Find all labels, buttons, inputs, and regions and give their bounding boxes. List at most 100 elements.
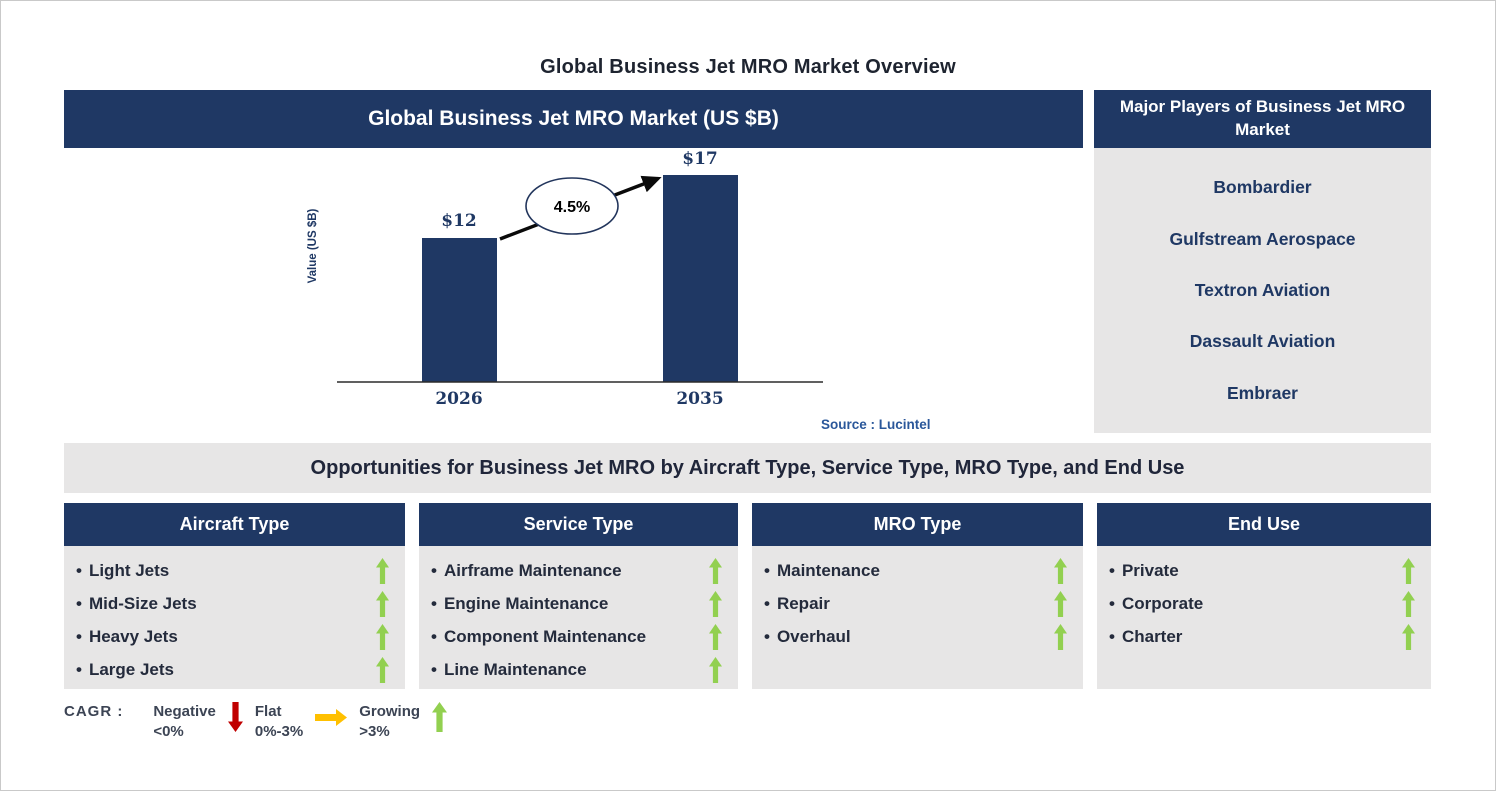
growth-up-arrow-icon (376, 590, 389, 617)
growth-up-arrow-icon (1054, 590, 1067, 617)
list-item: • Large Jets (76, 653, 389, 686)
bar-chart-svg: Value (US $B) $12 $17 2026 2035 (307, 149, 823, 409)
item-label: Maintenance (776, 560, 880, 580)
column-body: • Airframe Maintenance • Engine Maintena… (419, 546, 738, 689)
legend-entry-flat: Flat 0%-3% (255, 702, 303, 742)
bullet: • (76, 659, 82, 679)
player-item: Textron Aviation (1194, 279, 1331, 300)
legend-entry-range: 0%-3% (254, 723, 304, 740)
bullet: • (431, 593, 437, 613)
bullet: • (1109, 593, 1115, 613)
cagr-legend: CAGR : Negative <0% Flat 0%-3% Growing >… (64, 702, 459, 742)
legend-entry-negative: Negative <0% (153, 702, 216, 742)
flat-right-arrow-icon (315, 709, 348, 726)
item-label: Heavy Jets (88, 626, 178, 646)
growth-up-arrow-icon (1054, 557, 1067, 584)
growing-up-arrow-icon (432, 702, 448, 732)
y-axis-label: Value (US $B) (307, 208, 319, 283)
growth-up-arrow-icon (709, 623, 722, 650)
growth-up-arrow-icon (709, 557, 722, 584)
legend-entry-name: Flat (254, 703, 282, 720)
growth-up-arrow-icon (1402, 623, 1415, 650)
column-header: MRO Type (752, 503, 1083, 546)
list-item: • Heavy Jets (76, 620, 389, 653)
bar-chart: Value (US $B) $12 $17 2026 2035 (64, 148, 1083, 436)
opportunity-columns: Aircraft Type • Light Jets • Mid-Size Je… (64, 503, 1431, 689)
top-row: Global Business Jet MRO Market (US $B) V… (64, 90, 1431, 436)
growth-up-arrow-icon (376, 656, 389, 683)
list-item: • Mid-Size Jets (76, 587, 389, 620)
column-mro-type: MRO Type • Maintenance • Repair • Overha… (752, 503, 1083, 689)
list-item: • Repair (764, 587, 1067, 620)
item-label: Mid-Size Jets (88, 593, 197, 613)
bar-value-2035: $17 (682, 149, 718, 169)
item-label: Light Jets (88, 560, 170, 580)
bar-value-2026: $12 (441, 211, 477, 231)
item-label: Corporate (1121, 593, 1204, 613)
market-chart-panel: Global Business Jet MRO Market (US $B) V… (64, 90, 1083, 436)
list-item: • Overhaul (764, 620, 1067, 653)
bullet: • (764, 626, 770, 646)
major-players-panel: Major Players of Business Jet MRO Market… (1094, 90, 1431, 436)
growth-up-arrow-icon (1402, 557, 1415, 584)
player-item: Gulfstream Aerospace (1169, 228, 1356, 249)
column-header: Aircraft Type (64, 503, 405, 546)
opportunities-banner: Opportunities for Business Jet MRO by Ai… (64, 443, 1431, 493)
growth-up-arrow-icon (709, 590, 722, 617)
column-body: • Maintenance • Repair • Overhaul (752, 546, 1083, 689)
list-item: • Charter (1109, 620, 1415, 653)
bar-2035 (663, 175, 738, 382)
player-item: Dassault Aviation (1189, 331, 1336, 352)
player-item: Embraer (1226, 382, 1298, 403)
legend-entry-name: Negative (153, 703, 216, 720)
list-item: • Engine Maintenance (431, 587, 722, 620)
item-label: Large Jets (88, 659, 174, 679)
bullet: • (431, 560, 437, 580)
item-label: Line Maintenance (443, 659, 587, 679)
cagr-value: 4.5% (554, 199, 590, 216)
growth-up-arrow-icon (709, 656, 722, 683)
bullet: • (76, 626, 82, 646)
list-item: • Line Maintenance (431, 653, 722, 686)
players-panel-header: Major Players of Business Jet MRO Market (1094, 90, 1431, 148)
list-item: • Airframe Maintenance (431, 554, 722, 587)
item-label: Airframe Maintenance (443, 560, 622, 580)
legend-entry-range: >3% (359, 723, 390, 740)
page-title: Global Business Jet MRO Market Overview (540, 56, 956, 78)
item-label: Overhaul (776, 626, 851, 646)
legend-title: CAGR : (64, 703, 124, 720)
chart-panel-header: Global Business Jet MRO Market (US $B) (64, 90, 1083, 148)
bullet: • (76, 560, 82, 580)
list-item: • Private (1109, 554, 1415, 587)
x-tick-2026: 2026 (435, 389, 482, 409)
column-header: End Use (1097, 503, 1431, 546)
column-body: • Private • Corporate • Charter (1097, 546, 1431, 689)
bullet: • (431, 626, 437, 646)
legend-entry-growing: Growing >3% (359, 702, 420, 742)
list-item: • Light Jets (76, 554, 389, 587)
bullet: • (764, 593, 770, 613)
cagr-ellipse (525, 177, 619, 235)
growth-up-arrow-icon (376, 623, 389, 650)
player-item: Bombardier (1213, 177, 1312, 198)
bullet: • (76, 593, 82, 613)
column-end-use: End Use • Private • Corporate • Charter (1097, 503, 1431, 689)
list-item: • Corporate (1109, 587, 1415, 620)
column-body: • Light Jets • Mid-Size Jets • Heavy Jet… (64, 546, 405, 689)
bullet: • (764, 560, 770, 580)
growth-up-arrow-icon (376, 557, 389, 584)
bullet: • (1109, 560, 1115, 580)
growth-up-arrow-icon (1402, 590, 1415, 617)
item-label: Engine Maintenance (443, 593, 609, 613)
bar-2026 (422, 238, 497, 382)
bullet: • (431, 659, 437, 679)
x-tick-2035: 2035 (676, 389, 723, 409)
list-item: • Maintenance (764, 554, 1067, 587)
legend-entry-range: <0% (153, 723, 184, 740)
column-header: Service Type (419, 503, 738, 546)
item-label: Repair (776, 593, 830, 613)
growth-up-arrow-icon (1054, 623, 1067, 650)
list-item: • Component Maintenance (431, 620, 722, 653)
bullet: • (1109, 626, 1115, 646)
